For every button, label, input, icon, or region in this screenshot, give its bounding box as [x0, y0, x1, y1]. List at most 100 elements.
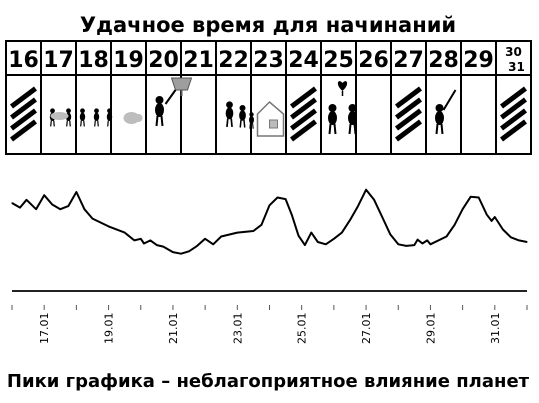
data-point	[397, 243, 399, 245]
data-point	[470, 196, 472, 198]
person-figure-icon	[328, 104, 337, 135]
data-point	[357, 205, 359, 207]
x-tick-label: 25.01	[296, 313, 309, 345]
data-point	[526, 241, 528, 243]
data-point	[143, 242, 145, 245]
unfavorable-stripes-icon	[500, 86, 527, 142]
person-pointing-up-icon	[435, 89, 457, 135]
data-point	[417, 239, 419, 241]
day-label: 19	[113, 48, 144, 73]
chart: 17.01 19.01 21.01 23.01 25.01 27.01 29.01 31.01	[11, 188, 528, 345]
person-figure-icon	[93, 108, 100, 127]
data-point	[67, 205, 69, 207]
data-point	[429, 243, 431, 245]
x-axis-ticks: 17.01 19.01 21.01 23.01 25.01 27.01 29.01 31.01	[11, 305, 528, 345]
trophy-icon	[170, 77, 193, 91]
day-label: 24	[288, 48, 319, 73]
x-tick-label: 23.01	[231, 313, 244, 345]
data-point	[180, 253, 182, 255]
data-point	[83, 208, 85, 210]
data-point	[421, 242, 423, 245]
person-figure-icon	[106, 108, 113, 127]
unfavorable-stripes-icon	[290, 86, 317, 142]
house-icon	[256, 100, 285, 137]
day-label: 26	[358, 48, 389, 73]
data-point	[454, 224, 456, 226]
data-point	[124, 232, 126, 234]
x-tick-label: 21.01	[167, 313, 180, 345]
person-figure-icon	[79, 108, 86, 127]
data-point	[325, 243, 327, 245]
data-point	[236, 232, 238, 234]
data-point	[35, 208, 37, 210]
data-point	[518, 239, 520, 241]
person-figure-icon	[239, 105, 246, 128]
data-point	[140, 238, 142, 240]
day-label: 17	[43, 48, 74, 73]
data-point	[133, 239, 135, 241]
data-point	[478, 196, 480, 199]
data-point	[502, 228, 504, 231]
data-point	[204, 238, 206, 240]
person-figure-icon	[155, 96, 164, 127]
data-point	[162, 246, 164, 248]
data-point	[51, 203, 53, 206]
day-label: 16	[8, 48, 39, 73]
person-figure-icon	[225, 101, 234, 127]
data-point	[260, 224, 263, 226]
data-point	[285, 198, 287, 200]
data-point	[381, 216, 383, 218]
data-point	[220, 235, 222, 238]
data-point	[413, 244, 415, 246]
day-label: 20	[148, 48, 179, 73]
page-title: Удачное время для начинаний	[80, 13, 456, 37]
data-point	[426, 239, 428, 241]
x-tick-label: 17.01	[38, 313, 51, 345]
x-tick-label: 19.01	[103, 313, 116, 345]
data-point	[491, 220, 493, 222]
data-point	[373, 199, 375, 201]
caption: Пики графика – неблагоприятное влияние п…	[7, 371, 530, 392]
heart-icon	[337, 81, 348, 91]
day-label: 28	[428, 48, 459, 73]
data-point	[445, 235, 448, 238]
data-point	[297, 235, 300, 237]
day-label: 31	[508, 60, 525, 74]
data-point	[11, 202, 13, 204]
data-point	[510, 236, 512, 238]
person-figure-icon	[348, 104, 357, 135]
data-point	[75, 191, 77, 193]
data-point	[196, 245, 198, 247]
data-point	[405, 245, 407, 247]
data-point	[341, 232, 343, 234]
series-line	[11, 188, 528, 255]
day-label: 30	[505, 45, 522, 59]
data-point	[43, 194, 45, 196]
data-point	[268, 204, 271, 206]
data-point	[252, 230, 254, 232]
data-point	[304, 244, 306, 246]
data-point	[212, 243, 214, 245]
data-point	[156, 244, 158, 246]
day-label: 21	[183, 48, 214, 73]
day-label: 25	[323, 48, 354, 73]
data-point	[349, 219, 351, 221]
data-point	[276, 196, 279, 199]
data-point	[365, 189, 367, 191]
day-label: 23	[253, 48, 284, 73]
data-point	[333, 238, 335, 240]
couple-with-heart-icon	[328, 81, 357, 135]
data-point	[172, 251, 174, 253]
day-label: 27	[393, 48, 424, 73]
family-and-house-icon	[225, 100, 285, 137]
unfavorable-stripes-icon	[395, 86, 422, 142]
day-label: 29	[463, 48, 494, 73]
person-with-trophy-icon	[155, 77, 193, 127]
data-point	[149, 239, 151, 241]
data-point	[310, 232, 312, 234]
data-point	[389, 233, 391, 235]
data-point	[486, 214, 488, 216]
group-of-people-icon	[49, 108, 143, 127]
